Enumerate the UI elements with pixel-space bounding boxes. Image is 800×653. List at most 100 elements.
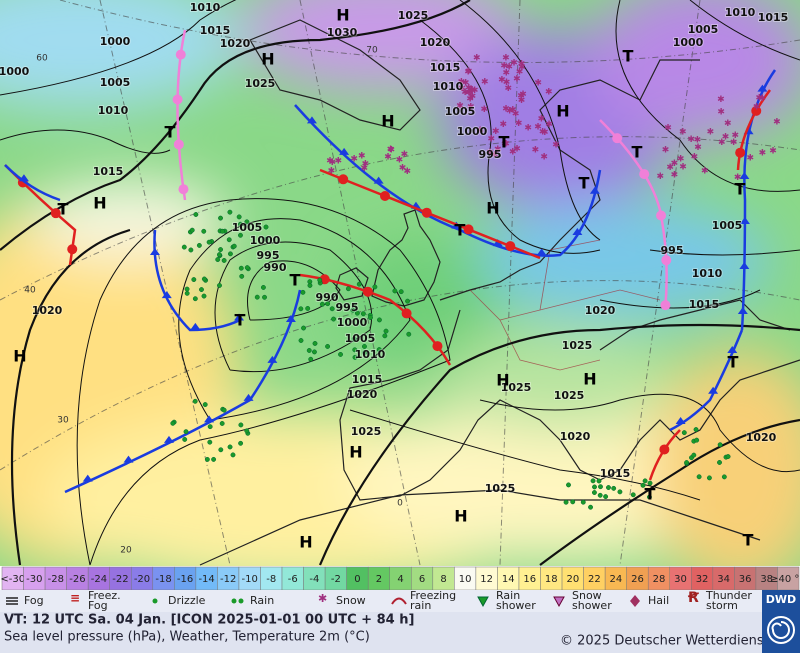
scale-label: 20: [566, 574, 579, 585]
pressure-center: H: [496, 371, 509, 390]
pressure-label: 1020: [220, 37, 251, 50]
front-semicircle: [362, 286, 373, 297]
rain-symbol: [238, 232, 243, 238]
rain-symbol: [325, 301, 331, 307]
rain-symbol: [300, 289, 306, 295]
rain-symbol: [201, 276, 207, 282]
legend-label: Hail: [648, 594, 669, 607]
snow-symbol: ✱: [334, 157, 342, 167]
snow-symbol: ✱: [662, 145, 670, 155]
front: [176, 29, 187, 201]
snow-symbol: ✱: [480, 105, 488, 115]
front: [294, 104, 602, 257]
rain-symbol: [647, 480, 653, 486]
pressure-label: 1020: [746, 431, 777, 444]
front-semicircle: [178, 184, 189, 195]
pressure-label: 1010: [355, 348, 386, 361]
front-triangle: [708, 386, 719, 394]
pressure-label: 1015: [430, 61, 461, 74]
copyright: © 2025 Deutscher Wetterdienst: [560, 634, 769, 649]
rain-symbol: [580, 499, 586, 505]
pressure-label: 1015: [352, 373, 383, 386]
snow-symbol: ✱: [539, 127, 547, 137]
snow-symbol: ✱: [691, 153, 699, 163]
rain-symbol: [211, 456, 217, 462]
rain-symbol: [218, 215, 223, 221]
rain-symbol: [182, 437, 188, 442]
front-semicircle: [656, 210, 667, 221]
snow-symbol: ✱: [730, 138, 738, 148]
snow-symbol: ✱: [517, 91, 525, 101]
rain-symbol: [706, 475, 712, 481]
legend-icon: [231, 598, 237, 604]
rain-symbol: [640, 482, 646, 488]
pressure-label: 1005: [345, 332, 376, 345]
pressure-label: 1020: [560, 430, 591, 443]
rain-symbol: [202, 402, 208, 407]
scale-label: -12: [220, 574, 236, 585]
snow-symbol: ✱: [532, 145, 540, 155]
pressure-label: 1005: [688, 23, 719, 36]
snow-symbol: ✱: [518, 59, 526, 69]
snow-symbol: ✱: [759, 148, 767, 158]
rain-symbol: [215, 257, 221, 262]
pressure-label: 1020: [32, 304, 63, 317]
rain-symbol: [244, 428, 250, 434]
snow-symbol: ✱: [465, 88, 473, 98]
rain-symbol: [219, 421, 225, 426]
scale-label: 2: [376, 574, 382, 585]
front-triangle: [339, 147, 350, 155]
snow-symbol: ✱: [671, 170, 679, 180]
isobar: [539, 418, 800, 566]
rain-symbol: [201, 293, 207, 299]
rain-symbol: [263, 224, 269, 230]
scale-label: 4: [397, 574, 403, 585]
front-triangle: [234, 313, 245, 321]
snow-symbol: ✱: [506, 106, 514, 116]
snow-symbol: ✱: [399, 164, 407, 174]
rain-symbol: [606, 485, 611, 490]
legend-icon: ≡: [70, 591, 80, 605]
snow-symbol: ✱: [503, 69, 511, 79]
rain-symbol: [218, 247, 224, 252]
snow-symbol: ✱: [401, 150, 409, 160]
snow-symbol: ✱: [464, 67, 472, 77]
rain-symbol: [216, 252, 222, 258]
snow-symbol: ✱: [538, 114, 546, 124]
legend-icon: ✱: [318, 592, 327, 605]
scale-label: -4: [309, 574, 319, 585]
scale-label: 26: [631, 574, 644, 585]
front-semicircle: [505, 241, 516, 252]
pressure-center: T: [728, 353, 739, 372]
rain-symbol: [192, 398, 198, 404]
snow-symbol: ✱: [350, 155, 358, 165]
rain-symbol: [592, 484, 597, 490]
snow-symbol: ✱: [677, 155, 685, 165]
scale-label: -6: [288, 574, 298, 585]
legend-label: Freezing rain: [410, 589, 456, 612]
snow-symbol: ✱: [500, 62, 508, 72]
snow-symbol: ✱: [505, 84, 513, 94]
front-semicircle: [751, 105, 762, 116]
description: Sea level pressure (hPa), Weather, Tempe…: [4, 630, 370, 645]
rain-symbol: [362, 344, 367, 349]
temperature-field: [0, 0, 800, 566]
snow-symbol: ✱: [510, 58, 518, 68]
isobar: [76, 198, 451, 566]
rain-symbol: [298, 306, 304, 312]
scale-label: 32: [696, 574, 709, 585]
legend-label: Thunder storm: [705, 589, 752, 612]
rain-symbol: [406, 331, 412, 337]
pressure-center: H: [13, 347, 26, 366]
scale-label: 8: [440, 574, 446, 585]
temperature-scale: <-30 -30 -28 -26 -24 -22 -20 -18 -16 -14 -12 -10 -8-…: [0, 566, 800, 591]
legend-label: Rain shower: [496, 589, 536, 612]
map: ✱✱✱✱✱✱✱ ✱✱✱✱✱✱✱✱✱✱✱✱✱✱✱✱✱✱✱✱✱✱✱✱✱✱✱✱✱✱✱✱✱…: [0, 0, 800, 566]
pressure-label: 995: [336, 301, 359, 314]
front-semicircle: [432, 341, 443, 352]
valid-time: VT: 12 UTC Sa. 04 Jan. [ICON 2025-01-01 …: [4, 613, 414, 628]
isobar: [178, 218, 411, 421]
front-triangle: [737, 306, 748, 314]
front-semicircle: [379, 190, 390, 201]
